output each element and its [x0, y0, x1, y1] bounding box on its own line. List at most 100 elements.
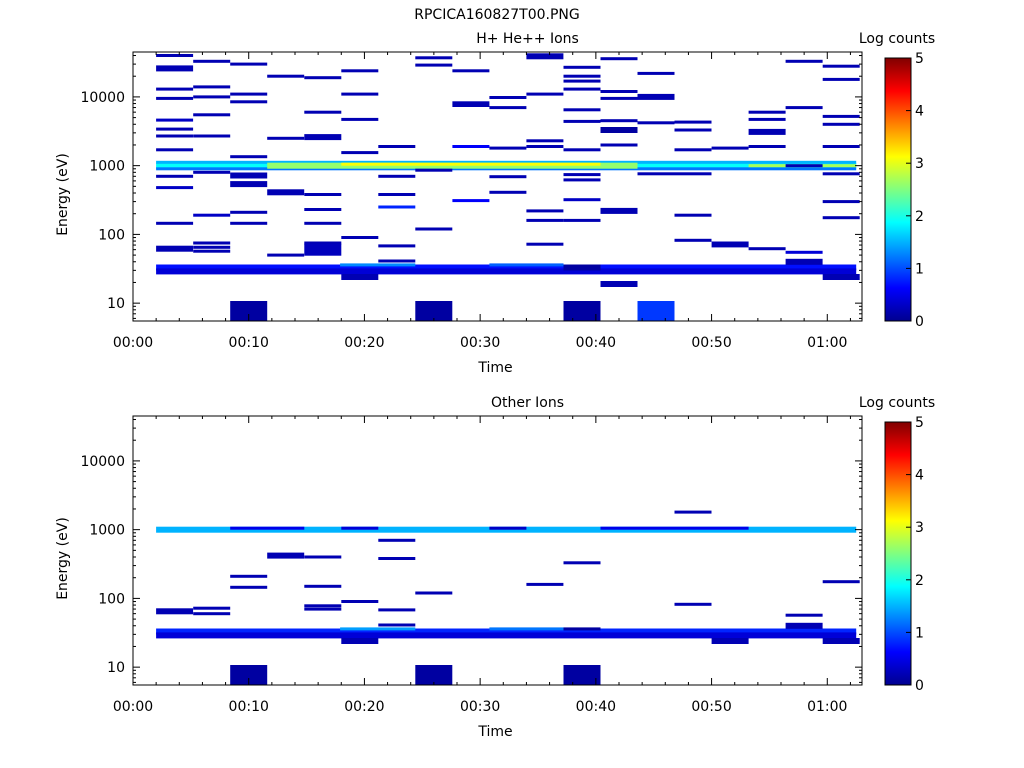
heatmap-cell — [193, 134, 231, 138]
heatmap-cell — [304, 584, 342, 588]
heatmap-cell — [563, 264, 601, 271]
heatmap-cell — [304, 110, 342, 114]
plot-frame — [132, 415, 863, 686]
colorbar-tick-label: 3 — [915, 156, 924, 172]
heatmap-cell — [378, 259, 416, 263]
heatmap-cell — [452, 145, 490, 148]
heatmap-cell — [785, 164, 823, 168]
y-tick-label: 10000 — [80, 454, 125, 470]
colorbar-tick-label: 2 — [915, 573, 924, 589]
heatmap-cell — [822, 638, 860, 644]
heatmap-cell — [378, 608, 416, 612]
heatmap-cell — [674, 172, 712, 176]
heatmap-cell — [563, 561, 601, 565]
heatmap-cell — [526, 145, 564, 148]
heatmap-cell — [563, 65, 601, 69]
heatmap-cell — [230, 574, 268, 578]
y-tick-label: 100 — [98, 591, 125, 607]
heatmap-cell — [415, 227, 453, 231]
heatmap-cell — [415, 56, 453, 60]
heatmap-cell — [489, 627, 564, 631]
colorbar-label: Log counts — [859, 31, 935, 47]
colorbar — [884, 421, 912, 686]
x-tick-label: 00:20 — [344, 335, 384, 351]
panel-h-he-ions: H+ He++ Ions 00:00 00:10 00:20 00:30 00:40 00:… — [55, 31, 935, 376]
heatmap-cell — [341, 151, 379, 155]
heatmap-cell — [748, 128, 786, 135]
heatmap-cell — [489, 106, 527, 110]
heatmap-cell — [748, 247, 786, 251]
heatmap-cell — [304, 221, 342, 225]
x-tick-label: 01:00 — [807, 699, 847, 715]
heatmap-cell — [822, 216, 860, 220]
y-tick-label: 1000 — [89, 159, 125, 175]
y-tick-label: 100 — [98, 227, 125, 243]
heatmap-cell — [415, 591, 453, 595]
heatmap-cell — [304, 208, 342, 211]
x-axis-label: Time — [477, 724, 512, 740]
heatmap-cell — [304, 76, 342, 80]
heatmap-cell — [156, 134, 194, 138]
colorbar-label: Log counts — [859, 395, 935, 411]
y-tick-label: 1000 — [89, 523, 125, 539]
heatmap-cell — [193, 59, 231, 63]
heatmap-cell — [267, 136, 305, 140]
heatmap-cell — [600, 143, 638, 147]
heatmap-cell — [378, 145, 416, 148]
heatmap-cell — [378, 205, 416, 209]
heatmap-cell — [489, 190, 527, 194]
colorbar-tick-label: 5 — [915, 415, 924, 431]
heatmap-cell — [748, 145, 786, 148]
heatmap-cell — [304, 193, 342, 196]
x-tick-label: 00:40 — [576, 335, 616, 351]
heatmap-cell — [674, 128, 712, 132]
heatmap-cell — [341, 236, 379, 239]
heatmap-cell — [452, 104, 490, 107]
heatmap-cell — [230, 221, 268, 225]
heatmap-cell — [785, 250, 823, 254]
x-tick-label: 01:00 — [807, 335, 847, 351]
heatmap-cell — [193, 95, 231, 99]
x-tick-label: 00:10 — [229, 335, 269, 351]
heatmap-cell — [378, 538, 416, 542]
heatmap-cell — [600, 207, 638, 214]
heatmap-cell — [378, 557, 416, 560]
heatmap-cell — [452, 69, 490, 73]
heatmap-cell — [526, 209, 564, 213]
heatmap-cell — [637, 93, 675, 100]
heatmap-cell — [304, 604, 342, 608]
colorbar-tick-label: 1 — [915, 261, 924, 277]
heatmap-cell — [230, 585, 268, 589]
y-axis-label: Energy (eV) — [55, 153, 71, 236]
heatmap-cell — [822, 580, 860, 584]
heatmap-cell — [378, 244, 416, 248]
x-tick-label: 00:20 — [344, 699, 384, 715]
heatmap-cell — [230, 526, 305, 530]
heatmap-cell — [637, 301, 675, 321]
heatmap-cell — [156, 127, 194, 131]
heatmap-cell — [822, 114, 860, 118]
heatmap-cell — [304, 243, 342, 256]
heatmap-cell — [563, 665, 601, 685]
colorbar-tick-label: 5 — [915, 51, 924, 67]
x-axis-label: Time — [477, 360, 512, 376]
heatmap-cell — [822, 77, 860, 81]
colorbar-tick-label: 4 — [915, 468, 924, 484]
heatmap-cell — [193, 249, 231, 253]
heatmap-cell — [674, 238, 712, 242]
heatmap-cell — [563, 198, 601, 202]
heatmap-cell — [563, 178, 601, 182]
heatmap-cell — [822, 64, 860, 68]
x-tick-label: 00:00 — [113, 699, 153, 715]
heatmap-cell — [674, 510, 712, 514]
heatmap-cell — [304, 134, 342, 141]
heatmap-cell — [637, 121, 675, 125]
heatmap-cell — [156, 264, 857, 271]
heatmap-cell — [785, 258, 823, 265]
heatmap-cell — [489, 526, 527, 530]
heatmap-cell — [340, 627, 416, 631]
heatmap-cell — [489, 263, 564, 267]
heatmap-cell — [230, 181, 268, 188]
heatmap-cell — [822, 274, 860, 280]
heatmap-cell — [600, 96, 638, 100]
